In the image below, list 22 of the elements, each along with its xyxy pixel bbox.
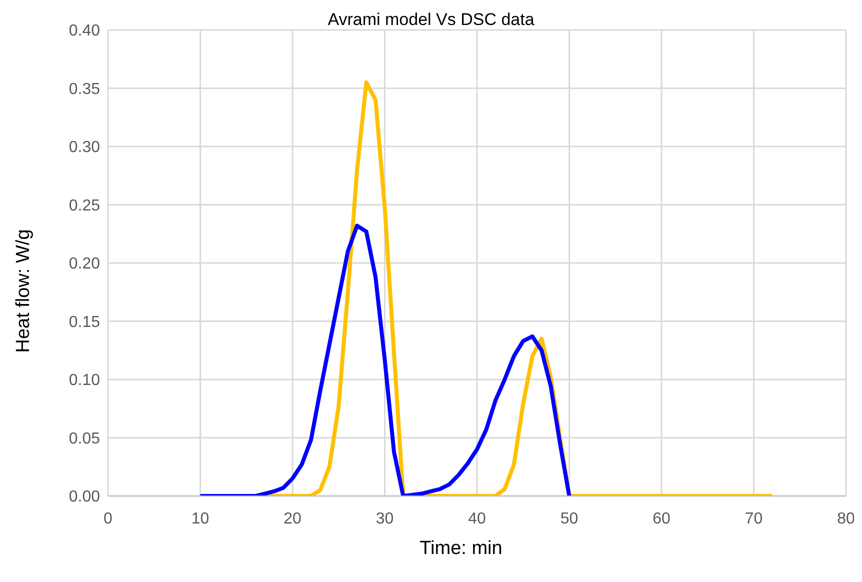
x-tick-label: 70 xyxy=(744,510,763,528)
line-series xyxy=(198,224,572,496)
y-tick-label: 0.30 xyxy=(68,139,100,156)
y-tick-label: 0.15 xyxy=(68,314,100,331)
x-tick-label: 0 xyxy=(104,510,113,528)
y-axis-title: Heat flow: W/g xyxy=(13,229,35,353)
x-tick-label: 40 xyxy=(468,510,486,528)
x-tick-label: 60 xyxy=(652,510,670,528)
chart-title: Avrami model Vs DSC data xyxy=(328,10,534,29)
x-tick-label: 10 xyxy=(191,510,210,528)
x-tick-label: 50 xyxy=(560,510,578,528)
y-tick-label: 0.25 xyxy=(68,197,100,214)
y-tick-label: 0.05 xyxy=(68,430,100,448)
x-tick-label: 80 xyxy=(837,510,855,528)
y-tick-label: 0.00 xyxy=(68,488,100,506)
y-tick-label: 0.20 xyxy=(68,256,100,273)
y-tick-label: 0.10 xyxy=(68,372,100,390)
x-tick-label: 30 xyxy=(376,510,394,528)
x-tick-label: 20 xyxy=(284,510,302,528)
y-tick-label: 0.40 xyxy=(68,22,100,40)
x-axis-title: Time: min xyxy=(418,538,504,560)
y-tick-label: 0.35 xyxy=(68,80,100,98)
